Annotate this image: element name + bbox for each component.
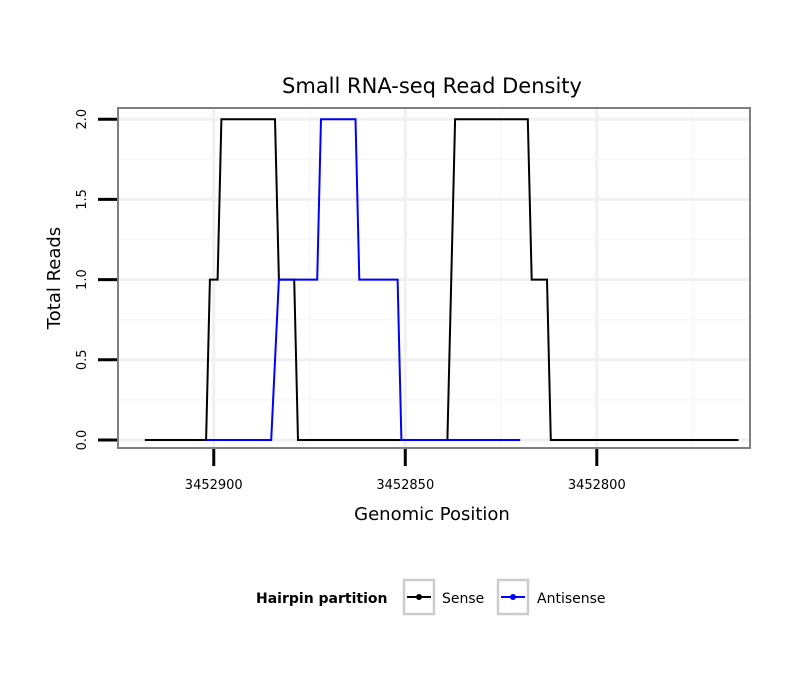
series-line-antisense <box>206 118 521 441</box>
y-tick-label: 1.0 <box>75 269 90 290</box>
legend-label: Sense <box>442 591 484 607</box>
y-tick-label: 2.0 <box>75 109 90 130</box>
y-axis-title: Total Reads <box>44 227 65 330</box>
legend: Hairpin partition Sense Antisense <box>256 578 606 616</box>
x-axis-title: Genomic Position <box>354 504 510 525</box>
legend-label: Antisense <box>537 591 606 607</box>
legend-key-point <box>510 594 516 600</box>
y-tick-label: 1.5 <box>75 189 90 210</box>
series-layer <box>144 118 739 441</box>
legend-item-sense: Sense <box>402 578 484 616</box>
plot-border <box>117 107 751 449</box>
legend-item-antisense: Antisense <box>496 578 606 616</box>
y-tick-label: 0.5 <box>75 349 90 370</box>
y-axis: 0.0 0.5 1.0 1.5 2.0 <box>75 109 117 450</box>
x-tick-label: 3452850 <box>376 478 434 493</box>
y-tick-label: 0.0 <box>75 430 90 451</box>
chart-title: Small RNA-seq Read Density <box>282 74 582 98</box>
legend-title: Hairpin partition <box>256 591 387 607</box>
x-tick-label: 3452800 <box>568 478 626 493</box>
plot-panel <box>118 108 750 448</box>
legend-key-point <box>416 594 422 600</box>
x-tick-label: 3452900 <box>185 478 243 493</box>
x-axis: 3452900 3452850 3452800 <box>185 449 626 493</box>
